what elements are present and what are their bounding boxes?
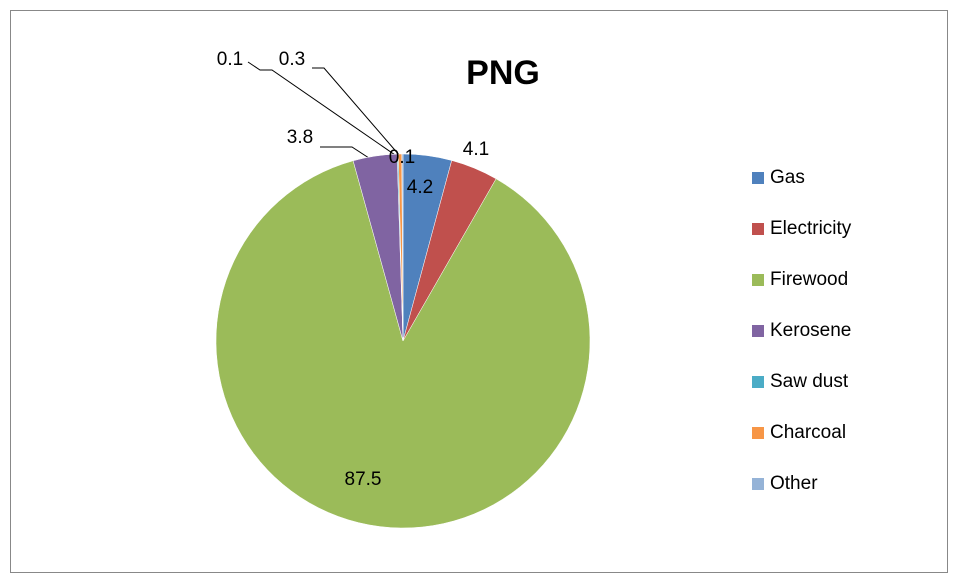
legend-label: Charcoal	[770, 422, 846, 443]
legend-swatch	[752, 478, 764, 490]
legend-label: Kerosene	[770, 320, 851, 341]
legend-swatch	[752, 427, 764, 439]
leader-line	[247, 61, 399, 158]
legend-swatch	[752, 274, 764, 286]
data-label: 3.8	[287, 127, 313, 148]
pie-slice	[215, 160, 591, 529]
data-label: 4.2	[407, 177, 433, 198]
legend-swatch	[752, 376, 764, 388]
legend-label: Gas	[770, 167, 805, 188]
legend-swatch	[752, 223, 764, 235]
pie-slice	[401, 153, 404, 342]
chart-title: PNG	[466, 54, 540, 92]
leader-line	[312, 67, 401, 157]
data-label: 0.1	[389, 147, 415, 168]
legend-label: Electricity	[770, 218, 852, 239]
leader-line	[320, 146, 373, 161]
legend-swatch	[752, 325, 764, 337]
data-label: 0.1	[217, 49, 243, 70]
data-label: 87.5	[345, 469, 382, 490]
legend-label: Firewood	[770, 269, 848, 290]
data-label: 0.3	[279, 49, 305, 70]
legend-label: Saw dust	[770, 371, 849, 392]
data-label: 4.1	[463, 139, 489, 160]
legend-swatch	[752, 172, 764, 184]
legend-label: Other	[770, 473, 818, 494]
